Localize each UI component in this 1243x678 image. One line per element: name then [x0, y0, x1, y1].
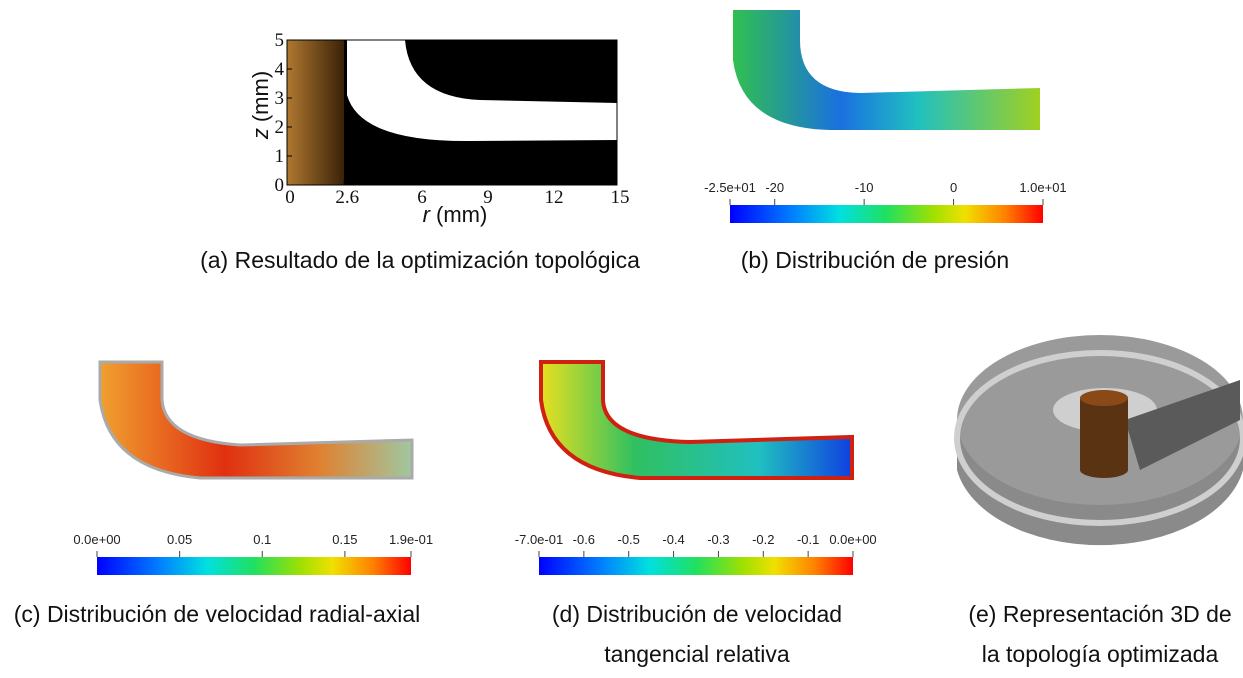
- colorbar: [97, 557, 411, 575]
- colorbar-tick-label: 0.1: [253, 532, 271, 547]
- caption: (c) Distribución de velocidad radial-axi…: [14, 601, 421, 627]
- colorbar-tick-label: -20: [765, 180, 784, 195]
- y-tick-label: 1: [275, 146, 285, 167]
- colorbar-tick-label: 0.05: [167, 532, 192, 547]
- x-tick-label: 12: [545, 187, 564, 208]
- x-tick-label: 2.6: [335, 187, 359, 208]
- caption: (b) Distribución de presión: [741, 247, 1009, 273]
- colorbar-tick-label: 1.9e-01: [389, 532, 433, 547]
- x-tick-label: 15: [611, 187, 630, 208]
- caption: la topología optimizada: [982, 641, 1219, 667]
- tangential-field: [539, 360, 854, 480]
- colorbar-tick-label: 0: [950, 180, 957, 195]
- colorbar-tick-label: -0.5: [618, 532, 640, 547]
- colorbar-tick-label: 1.0e+01: [1019, 180, 1066, 195]
- y-tick-label: 2: [275, 117, 285, 138]
- y-tick-label: 5: [275, 30, 285, 51]
- colorbar: [539, 557, 853, 575]
- caption: tangencial relativa: [604, 641, 790, 667]
- caption: (a) Resultado de la optimización topológ…: [200, 247, 640, 273]
- x-axis-symbol: r: [423, 202, 432, 227]
- colorbar-tick-label: -10: [855, 180, 874, 195]
- shaft-region: [287, 40, 344, 185]
- plot-frame: [286, 39, 618, 186]
- y-tick-label: 0: [275, 175, 285, 196]
- colorbar: [730, 205, 1043, 223]
- x-axis-label: r (mm): [423, 202, 488, 227]
- y-tick-label: 4: [275, 59, 285, 80]
- colorbar-tick-label: -0.3: [707, 532, 729, 547]
- pressure-field: [733, 10, 1040, 130]
- x-tick-label: 6: [417, 187, 427, 208]
- colorbar-tick-label: 0.0e+00: [829, 532, 876, 547]
- x-tick-label: 9: [483, 187, 493, 208]
- velocity-field: [98, 360, 414, 480]
- channel: [347, 40, 617, 142]
- colorbar-tick-label: -2.5e+01: [704, 180, 756, 195]
- 3d-model: [954, 335, 1243, 546]
- x-axis-unit: (mm): [436, 202, 487, 227]
- y-axis-label: z (mm): [248, 71, 273, 140]
- caption: (e) Representación 3D de: [968, 601, 1231, 627]
- x-tick-label: 0: [285, 187, 295, 208]
- y-axis-symbol: z: [248, 128, 273, 140]
- colorbar-tick-label: 0.0e+00: [73, 532, 120, 547]
- colorbar-tick-label: -0.2: [752, 532, 774, 547]
- colorbar-tick-label: -0.6: [573, 532, 595, 547]
- caption: (d) Distribución de velocidad: [552, 601, 842, 627]
- colorbar-tick-label: -0.4: [662, 532, 684, 547]
- colorbar-tick-label: -7.0e-01: [515, 532, 563, 547]
- colorbar-tick-label: 0.15: [332, 532, 357, 547]
- colorbar-tick-label: -0.1: [797, 532, 819, 547]
- y-tick-label: 3: [275, 88, 285, 109]
- y-axis-unit: (mm): [248, 71, 273, 122]
